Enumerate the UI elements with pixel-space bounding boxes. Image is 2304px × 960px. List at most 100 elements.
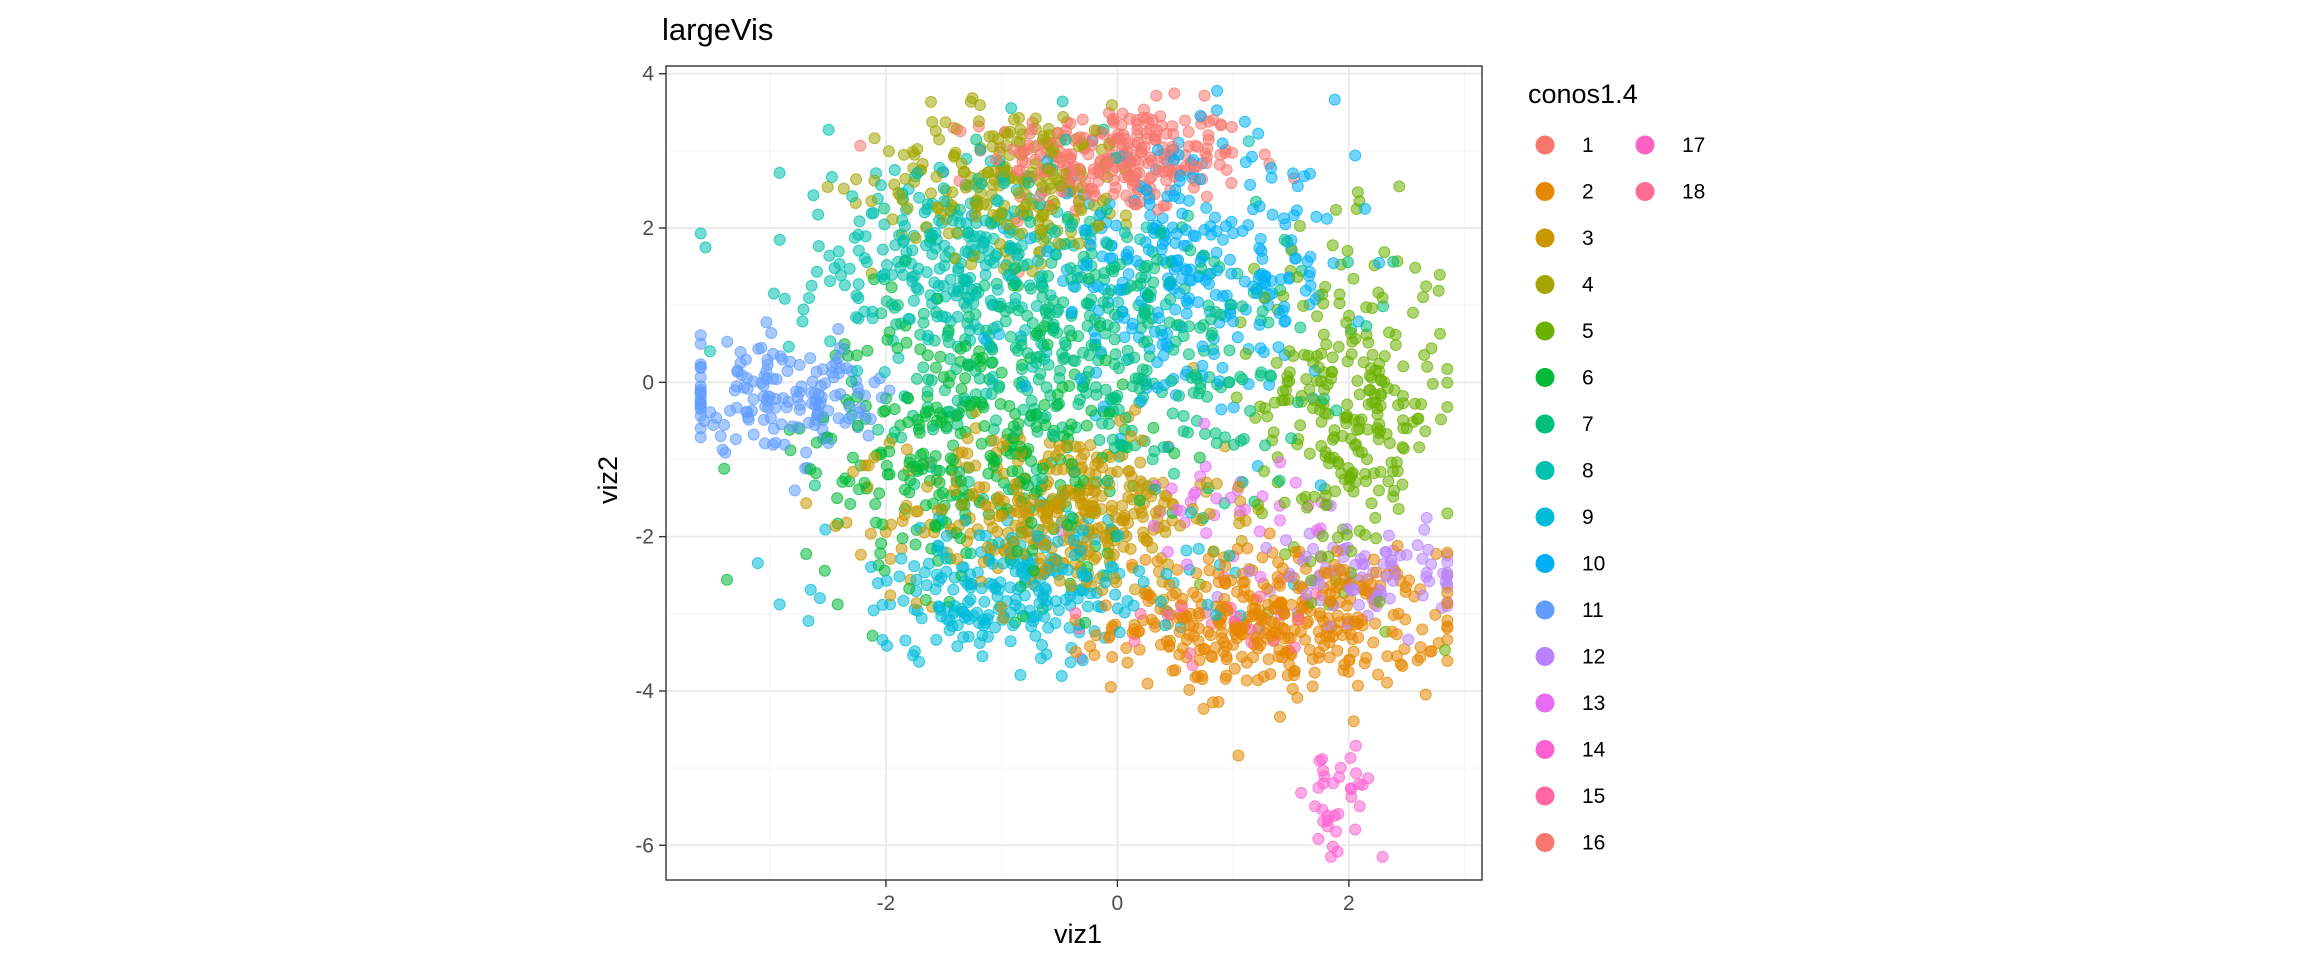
point-cluster-3 (1115, 514, 1128, 527)
point-cluster-4 (969, 196, 982, 209)
point-cluster-12 (1420, 570, 1433, 583)
point-cluster-7 (1254, 369, 1267, 382)
point-cluster-2 (1187, 586, 1200, 599)
point-cluster-11 (758, 437, 771, 450)
point-cluster-12 (1416, 552, 1429, 565)
point-cluster-7 (1168, 467, 1180, 480)
point-cluster-10 (1238, 115, 1251, 128)
point-cluster-5 (1303, 383, 1316, 396)
point-cluster-4 (908, 148, 921, 161)
point-cluster-5 (1434, 327, 1446, 340)
point-cluster-5 (1409, 261, 1422, 274)
point-cluster-11 (776, 353, 789, 366)
point-cluster-11 (694, 371, 707, 384)
point-cluster-9 (915, 612, 928, 625)
point-cluster-2 (1274, 710, 1286, 723)
point-cluster-7 (1080, 386, 1093, 399)
point-cluster-5 (1421, 360, 1434, 373)
point-cluster-10 (1274, 273, 1287, 286)
point-cluster-7 (989, 414, 1002, 427)
point-cluster-7 (1051, 326, 1064, 339)
point-cluster-3 (1153, 504, 1166, 517)
y-tick-label: 2 (642, 217, 654, 240)
point-cluster-8 (694, 227, 707, 240)
point-cluster-1 (1120, 146, 1133, 159)
point-cluster-9 (1029, 629, 1042, 642)
point-cluster-9 (908, 560, 921, 573)
point-cluster-4 (965, 258, 978, 271)
point-cluster-6 (934, 350, 947, 363)
point-cluster-6 (917, 447, 930, 460)
point-cluster-6 (1027, 564, 1040, 577)
legend-key-15 (1535, 786, 1555, 806)
point-cluster-11 (854, 402, 867, 414)
point-cluster-5 (1308, 490, 1321, 503)
point-cluster-2 (1369, 617, 1382, 630)
point-cluster-8 (910, 281, 923, 294)
point-cluster-4 (1052, 237, 1065, 250)
point-cluster-10 (1327, 257, 1340, 270)
point-cluster-2 (1169, 664, 1182, 677)
point-cluster-15 (1292, 613, 1305, 626)
point-cluster-11 (864, 413, 877, 426)
point-cluster-5 (1368, 388, 1381, 401)
point-cluster-7 (1024, 215, 1037, 228)
point-cluster-6 (831, 492, 844, 505)
point-cluster-2 (1441, 654, 1454, 667)
legend-label-14: 14 (1582, 739, 1606, 762)
point-cluster-9 (1059, 593, 1072, 606)
point-cluster-1 (1123, 162, 1136, 175)
point-cluster-4 (982, 166, 995, 179)
point-cluster-7 (1096, 417, 1109, 430)
point-cluster-7 (1225, 298, 1238, 311)
point-cluster-14 (1312, 832, 1325, 845)
point-cluster-5 (1365, 497, 1378, 510)
point-cluster-2 (1419, 688, 1432, 701)
legend-key-4 (1535, 275, 1555, 294)
point-cluster-5 (1397, 360, 1410, 373)
plot-points (694, 84, 1454, 863)
point-cluster-6 (1099, 354, 1112, 367)
point-cluster-10 (1194, 109, 1207, 122)
point-cluster-5 (1330, 203, 1342, 216)
point-cluster-5 (1339, 411, 1352, 424)
point-cluster-7 (1387, 255, 1400, 268)
point-cluster-5 (1258, 402, 1271, 415)
point-cluster-6 (1021, 479, 1034, 492)
point-cluster-2 (1292, 582, 1305, 595)
point-cluster-7 (1184, 244, 1197, 257)
point-cluster-3 (978, 481, 991, 494)
point-cluster-4 (893, 189, 906, 202)
point-cluster-5 (1329, 485, 1342, 498)
point-cluster-9 (1071, 592, 1084, 605)
point-cluster-6 (903, 456, 916, 469)
point-cluster-6 (873, 487, 886, 500)
point-cluster-11 (804, 352, 817, 365)
point-cluster-3 (1124, 430, 1137, 443)
point-cluster-8 (805, 279, 818, 292)
point-cluster-7 (1109, 348, 1122, 361)
point-cluster-15 (1230, 610, 1243, 623)
point-cluster-12 (1441, 567, 1454, 579)
point-cluster-1 (1179, 114, 1192, 127)
point-cluster-5 (1315, 440, 1328, 452)
point-cluster-9 (1004, 606, 1017, 619)
point-cluster-1 (1082, 148, 1095, 161)
point-cluster-8 (834, 269, 847, 282)
point-cluster-1 (1011, 164, 1024, 177)
point-cluster-6 (1025, 516, 1038, 529)
point-cluster-6 (914, 343, 927, 356)
point-cluster-10 (1304, 279, 1317, 292)
point-cluster-6 (1051, 398, 1064, 411)
point-cluster-11 (767, 372, 779, 385)
point-cluster-7 (1206, 327, 1219, 339)
point-cluster-10 (1143, 198, 1156, 211)
point-cluster-12 (1353, 599, 1366, 611)
point-cluster-1 (954, 125, 967, 138)
point-cluster-11 (694, 409, 707, 422)
point-cluster-2 (1235, 628, 1248, 640)
point-cluster-3 (1158, 519, 1171, 532)
point-cluster-7 (1273, 474, 1286, 487)
point-cluster-8 (773, 166, 786, 179)
point-cluster-10 (1310, 210, 1323, 223)
